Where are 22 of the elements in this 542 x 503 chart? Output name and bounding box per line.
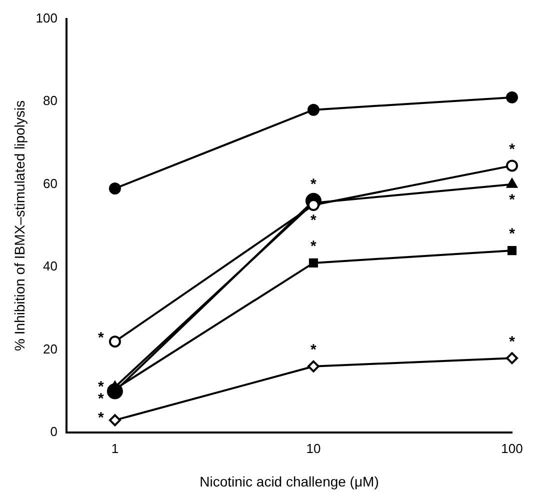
y-tick-label: 0	[50, 424, 58, 440]
annotation: *	[310, 176, 317, 194]
annotation: *	[509, 191, 516, 208]
annotation: *	[98, 390, 104, 408]
x-axis-title: Nicotinic acid challenge (μM)	[200, 473, 379, 490]
x-tick-label: 1	[111, 440, 119, 456]
y-tick-label: 100	[36, 10, 58, 26]
annotation: *	[509, 226, 516, 243]
annotation: *	[509, 333, 516, 350]
annotation: *	[98, 330, 104, 347]
y-tick-label: 40	[43, 258, 58, 274]
annotation: *	[98, 409, 104, 426]
y-axis-title: % Inhibition of IBMX–stimulated lipolysis	[11, 100, 28, 351]
annotation: *	[310, 342, 317, 359]
annotation: *	[509, 140, 516, 158]
annotation: *	[310, 238, 317, 256]
y-tick-label: 60	[43, 176, 58, 191]
y-tick-label: 20	[43, 341, 58, 356]
y-tick-label: 80	[43, 93, 58, 108]
x-tick-label: 10	[306, 440, 321, 456]
annotation: *	[310, 212, 317, 230]
x-tick-label: 100	[501, 440, 523, 456]
